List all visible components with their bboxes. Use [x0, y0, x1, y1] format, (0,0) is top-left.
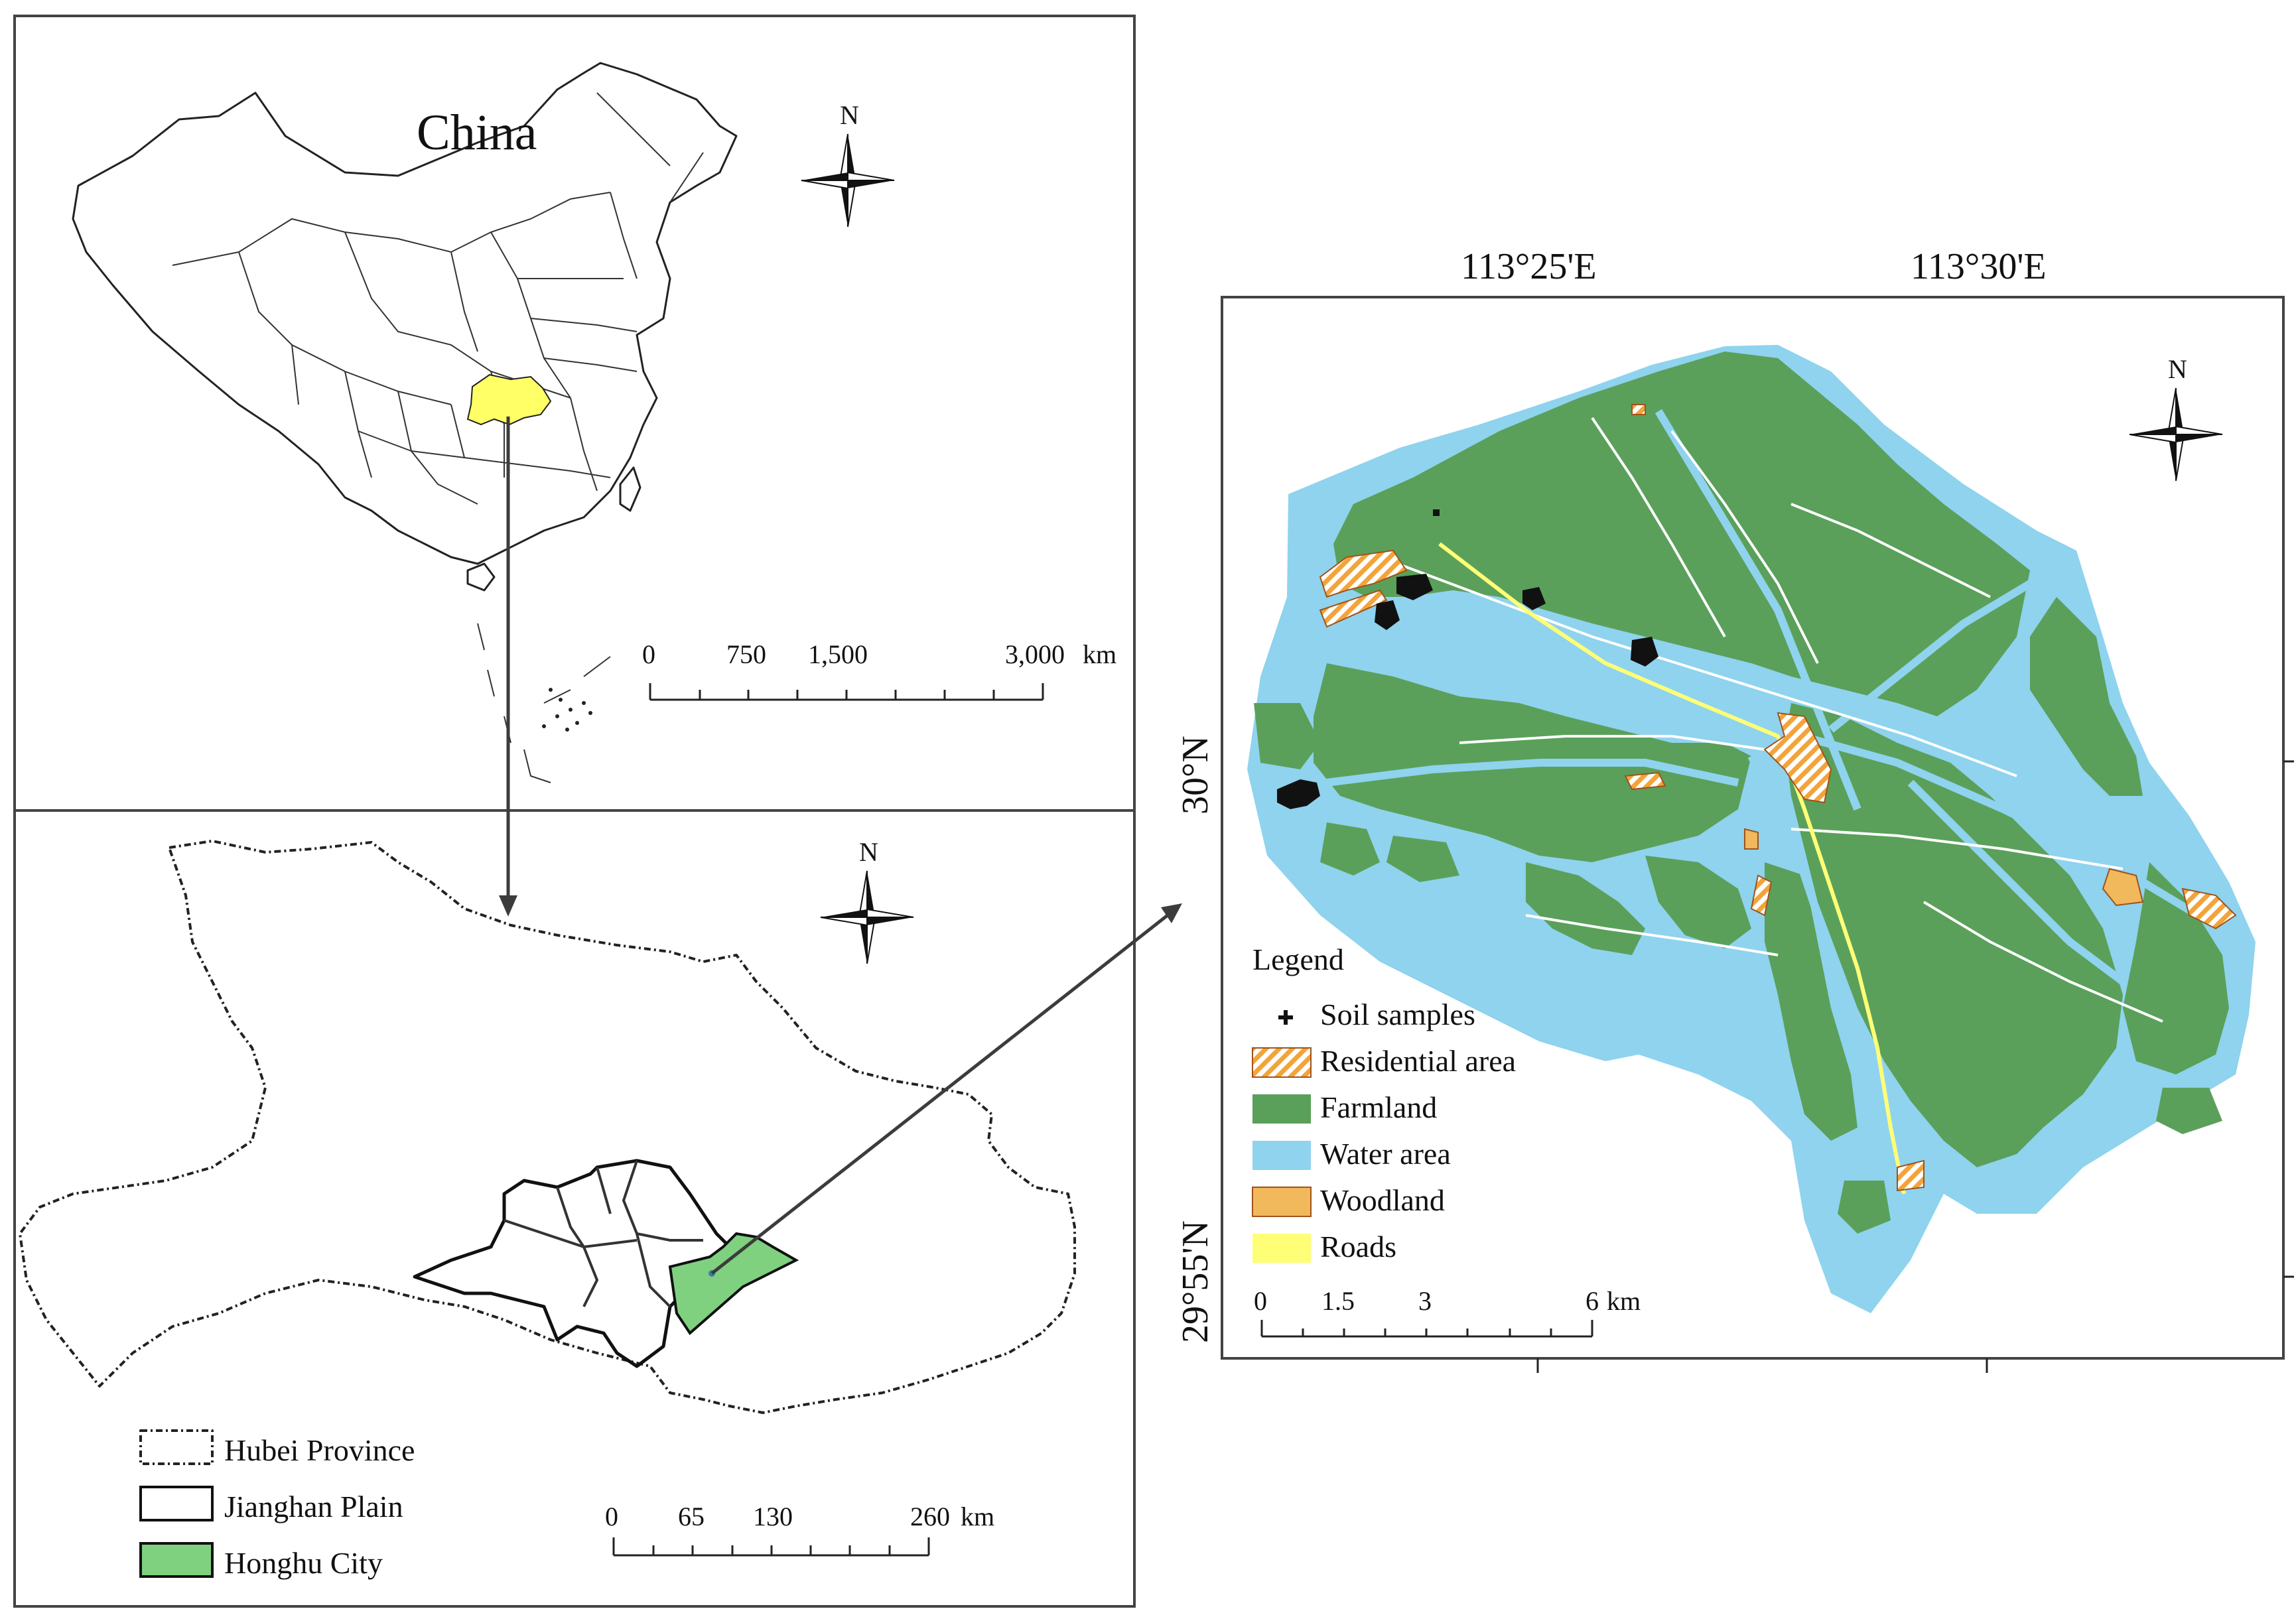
north-label: N [840, 100, 859, 130]
legend-label: Water area [1320, 1137, 1451, 1171]
north-arrow-icon: N [820, 837, 914, 964]
hubei-scale-bar: 0 65 130 260 km [605, 1502, 994, 1557]
water-channels [1326, 409, 2212, 1155]
legend-swatch-green [139, 1542, 214, 1578]
arrow-head-icon [499, 895, 517, 917]
scale-tick: 260 [910, 1502, 950, 1531]
island-dots [542, 688, 592, 732]
north-label: N [859, 837, 878, 867]
north-arrow-icon: N [801, 100, 895, 227]
latitude-label: 30°N [1175, 736, 1216, 814]
sample-cluster [1396, 574, 1433, 600]
longitude-label: 113°30'E [1911, 246, 2047, 287]
scale-tick: 0 [605, 1502, 618, 1531]
soil-samples [1277, 509, 1658, 809]
scale-tick: 0 [642, 639, 655, 669]
scale-tick: 1,500 [808, 639, 868, 669]
legend-label: Honghu City [224, 1546, 383, 1580]
woodland-swatch [1252, 1187, 1312, 1217]
honghu-land-use-map [1247, 345, 2256, 1313]
longitude-label: 113°25'E [1461, 246, 1597, 287]
north-arrow-icon: N [2129, 354, 2223, 482]
hubei-map [19, 840, 1076, 1414]
roads-swatch [1252, 1234, 1311, 1263]
scale-tick: 65 [678, 1502, 705, 1531]
coordinate-ticks [1536, 760, 2294, 1373]
hatch-swatch [1252, 1047, 1312, 1078]
scale-tick: 130 [753, 1502, 793, 1531]
scale-tick: 750 [726, 639, 766, 669]
cross-icon [1278, 1010, 1293, 1025]
scale-tick: 0 [1254, 1286, 1267, 1316]
scale-tick: 3,000 [1005, 639, 1065, 669]
honghu-legend: Legend Soil samples Residential area Far… [1252, 942, 1516, 1263]
ditch-lines [1379, 417, 2163, 1023]
sample-cluster [1631, 637, 1658, 667]
china-scale-bar: 0 750 1,500 3,000 km [642, 639, 1116, 701]
honghu-scale-bar: 0 1.5 3 6 km [1254, 1286, 1641, 1338]
water-swatch [1252, 1141, 1311, 1170]
china-title: China [417, 105, 537, 161]
sample-cluster [1375, 600, 1400, 630]
honghu-panel-frame [1221, 296, 2285, 1360]
north-label: N [2168, 354, 2187, 384]
legend-label: Farmland [1320, 1090, 1437, 1124]
legend-label: Jianghan Plain [224, 1490, 403, 1523]
honghu-city-highlight [668, 1232, 799, 1336]
woodland [1744, 828, 2144, 907]
legend-swatch-dashed [139, 1429, 214, 1465]
farmland-swatch [1252, 1094, 1311, 1124]
farmland [1254, 352, 2229, 1234]
legend-label: Soil samples [1320, 998, 1475, 1031]
scale-tick: 1.5 [1321, 1286, 1355, 1316]
legend-swatch-solid [139, 1486, 214, 1521]
scale-tick: 3 [1418, 1286, 1432, 1316]
sample-cluster [1522, 587, 1546, 610]
south-sea-islands [477, 623, 611, 783]
hubei-panel-frame [13, 809, 1136, 1608]
arrow-head-icon [1161, 903, 1182, 923]
legend-label: Roads [1320, 1230, 1396, 1263]
hubei-highlight [466, 373, 552, 426]
china-map [72, 62, 738, 783]
road [1438, 542, 1906, 1195]
sample-cluster [1277, 779, 1320, 809]
connector-arrows [499, 417, 1182, 1275]
legend-label: Hubei Province [224, 1433, 415, 1467]
hubei-legend: Hubei Province Jianghan Plain Honghu Cit… [139, 1429, 415, 1580]
latitude-label: 29°55'N [1175, 1220, 1216, 1343]
residential-area [1319, 404, 2237, 1192]
legend-title: Legend [1252, 942, 1344, 976]
legend-label: Residential area [1320, 1044, 1516, 1078]
scale-unit: km [1083, 639, 1116, 669]
sample-cluster [1433, 509, 1440, 516]
scale-unit: km [1607, 1286, 1641, 1316]
legend-label: Woodland [1320, 1183, 1445, 1217]
scale-tick: 6 [1586, 1286, 1599, 1316]
scale-unit: km [961, 1502, 994, 1531]
